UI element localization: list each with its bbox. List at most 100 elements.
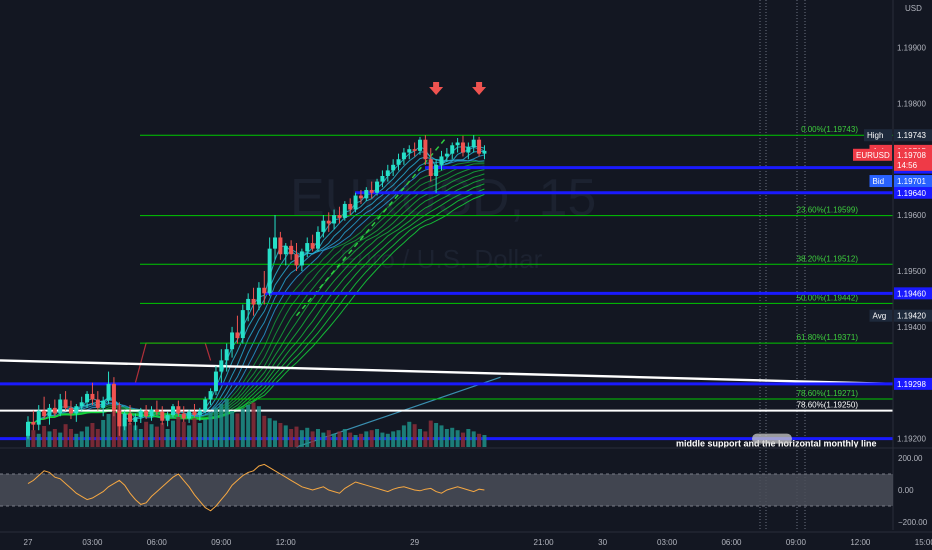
candle-body (353, 195, 358, 210)
price-tick-label: 1.19200 (897, 435, 926, 444)
volume-bar (455, 430, 460, 447)
volume-bar (450, 427, 455, 447)
volume-bar (364, 431, 369, 447)
volume-bar (187, 425, 192, 447)
candle-body (138, 410, 143, 418)
volume-bar (154, 426, 159, 447)
volume-bar (310, 431, 315, 447)
volume-bar (181, 421, 186, 447)
candle-body (154, 409, 159, 412)
volume-bar (471, 431, 476, 447)
volume-bar (149, 424, 154, 447)
candle-body (240, 310, 245, 339)
volume-bar (477, 433, 482, 447)
volume-bar (407, 421, 412, 447)
time-tick-label: 12:00 (276, 538, 297, 547)
candle-body (192, 411, 197, 416)
volume-bar (90, 423, 95, 447)
volume-bar (460, 432, 465, 447)
candle-body (230, 332, 235, 350)
price-tick-label: 1.19600 (897, 211, 926, 220)
time-tick-label: 03:00 (82, 538, 103, 547)
down-arrow-icon (472, 82, 487, 95)
candle-body (26, 421, 30, 436)
candle-body (47, 407, 52, 417)
candle-body (101, 400, 106, 408)
candle-body (219, 360, 224, 372)
fib-label: 38.20%(1.19512) (797, 254, 859, 263)
volume-bar (289, 429, 294, 447)
price-badge-value: 14:56 (897, 161, 918, 170)
price-line-badge (894, 287, 932, 300)
time-tick-label: 06:00 (147, 538, 168, 547)
cci-tick-label: 200.00 (898, 454, 923, 463)
candle-body (246, 298, 251, 311)
candle-body (364, 189, 369, 199)
volume-bar (176, 417, 181, 447)
candle-body (149, 409, 154, 417)
volume-bar (299, 430, 304, 447)
volume-bar (219, 403, 224, 447)
candle-body (122, 413, 127, 427)
candle-body (224, 349, 229, 361)
price-badge-label-box (853, 148, 892, 161)
volume-bar (68, 429, 73, 447)
volume-bar (401, 425, 406, 447)
candle-body (348, 203, 353, 210)
candle-body (380, 176, 385, 182)
candle-body (439, 156, 444, 165)
candle-body (187, 411, 192, 419)
volume-bar (95, 429, 100, 447)
volume-bar (36, 433, 41, 447)
candle-body (165, 415, 170, 421)
candle-body (117, 410, 122, 427)
volume-bar (235, 413, 240, 447)
candle-body (471, 139, 476, 147)
volume-bar (315, 429, 320, 447)
volume-bar (267, 418, 272, 447)
price-line-badge (894, 377, 932, 390)
volume-bar (342, 429, 347, 447)
candle-body (289, 245, 294, 255)
price-badge-value: 1.19743 (897, 131, 926, 140)
volume-bar (122, 418, 127, 447)
candle-body (128, 413, 133, 422)
volume-bar (391, 431, 396, 447)
volume-bar (170, 420, 175, 447)
candle-body (160, 411, 165, 421)
volume-bar (26, 435, 30, 447)
candle-body (369, 189, 374, 193)
volume-bar (294, 426, 299, 447)
candle-body (460, 142, 465, 153)
volume-bar (47, 431, 52, 447)
volume-bar (251, 402, 256, 447)
volume-bar (52, 429, 57, 447)
price-badge-box (894, 309, 932, 322)
candle-body (482, 150, 487, 154)
candle-body (455, 142, 460, 146)
volume-bar (434, 423, 439, 447)
candle-body (375, 181, 380, 193)
fib-label: 50.00%(1.19442) (797, 293, 859, 302)
volume-bar (337, 431, 342, 447)
candle-body (208, 391, 213, 400)
volume-bar (144, 421, 149, 447)
price-badge-value: 1.19708 (897, 151, 926, 160)
volume-bar (133, 425, 138, 447)
volume-bar (444, 429, 449, 447)
candle-body (450, 145, 455, 154)
candle-body (412, 149, 417, 151)
candle-body (444, 153, 449, 157)
candle-body (170, 406, 175, 416)
volume-bar (412, 424, 417, 447)
volume-bar (428, 420, 433, 447)
volume-bar (101, 420, 106, 447)
fib-label: 23.60%(1.19599) (797, 206, 859, 215)
volume-bar (165, 429, 170, 447)
monthly-line (0, 359, 894, 386)
time-tick-label: 09:00 (786, 538, 807, 547)
volume-bar (273, 420, 278, 447)
price-badge-value: 1.19420 (897, 312, 926, 321)
candle-body (262, 287, 267, 294)
